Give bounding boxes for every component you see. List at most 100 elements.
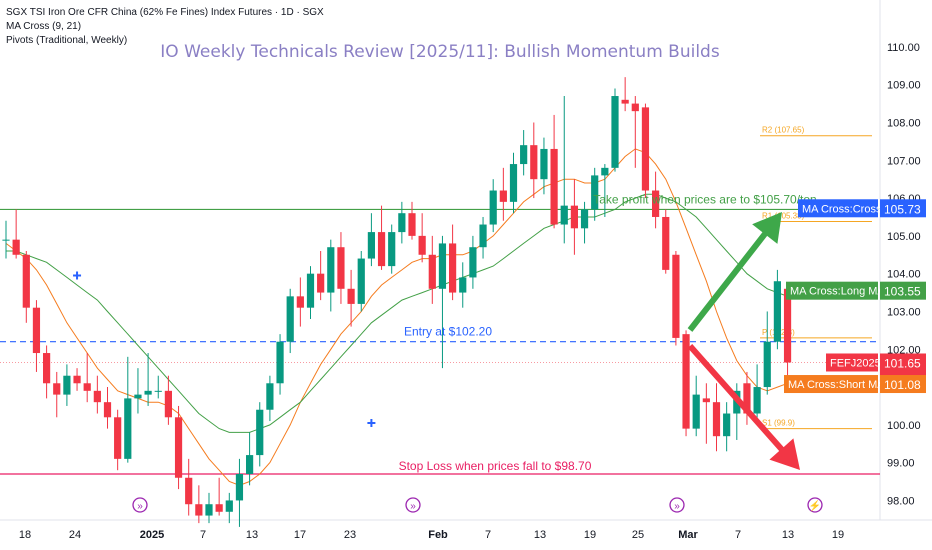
candle[interactable]: [12, 239, 20, 255]
candle[interactable]: [530, 145, 538, 180]
candle[interactable]: [611, 96, 619, 168]
candle[interactable]: [662, 216, 670, 270]
candle[interactable]: [479, 224, 487, 248]
event-marker-icon[interactable]: [132, 497, 148, 513]
candle[interactable]: [702, 398, 710, 403]
candle[interactable]: [723, 413, 731, 437]
candle[interactable]: [296, 296, 304, 308]
candle[interactable]: [266, 383, 274, 410]
candle[interactable]: [641, 107, 650, 191]
candle[interactable]: [53, 383, 61, 395]
candle[interactable]: [449, 243, 457, 293]
candle[interactable]: [367, 232, 375, 259]
candle[interactable]: [43, 353, 51, 384]
candle[interactable]: [520, 145, 528, 165]
candle[interactable]: [459, 277, 467, 293]
candle[interactable]: [621, 99, 629, 104]
last-price-tag-label-box: [826, 353, 878, 372]
candle[interactable]: [489, 190, 497, 225]
candle[interactable]: [601, 167, 609, 176]
candle[interactable]: [2, 239, 10, 241]
candle[interactable]: [215, 504, 223, 512]
x-tick-label: 19: [832, 529, 844, 541]
candle[interactable]: [672, 254, 680, 338]
pivot-label: R1 (105.38): [762, 212, 805, 221]
candle[interactable]: [154, 390, 162, 392]
candle[interactable]: [73, 375, 81, 384]
candle[interactable]: [124, 398, 132, 459]
candle[interactable]: [428, 254, 436, 289]
candle[interactable]: [347, 288, 355, 304]
candle[interactable]: [388, 232, 396, 267]
indicator-ma-cross[interactable]: MA Cross (9, 21): [6, 21, 82, 32]
x-tick-label: 25: [632, 529, 644, 541]
candle[interactable]: [682, 334, 690, 429]
candle[interactable]: [134, 394, 142, 399]
candle[interactable]: [185, 477, 193, 505]
candle[interactable]: [438, 243, 447, 289]
candle[interactable]: [256, 409, 264, 456]
candle[interactable]: [570, 205, 578, 229]
candle[interactable]: [469, 247, 477, 278]
candle[interactable]: [83, 383, 91, 391]
candle[interactable]: [103, 402, 112, 418]
candle[interactable]: [580, 209, 589, 229]
candle[interactable]: [144, 390, 152, 395]
candle[interactable]: [22, 254, 30, 308]
candle[interactable]: [550, 148, 558, 225]
symbol-line[interactable]: SGX TSI Iron Ore CFR China (62% Fe Fines…: [6, 7, 324, 18]
short-ma-price-tag-label-box: [784, 375, 878, 394]
price-axis-panel: [880, 0, 932, 550]
candle[interactable]: [164, 390, 172, 418]
event-marker-icon[interactable]: [669, 497, 685, 513]
candle[interactable]: [357, 258, 365, 304]
candle[interactable]: [783, 288, 792, 363]
candle[interactable]: [235, 473, 244, 501]
candle[interactable]: [692, 394, 700, 429]
x-tick-label: 13: [534, 529, 546, 541]
candle[interactable]: [418, 235, 426, 255]
candle[interactable]: [63, 375, 71, 395]
candle[interactable]: [327, 247, 335, 293]
candle[interactable]: [246, 455, 254, 474]
candle[interactable]: [499, 190, 507, 202]
candle[interactable]: [317, 273, 325, 293]
candle[interactable]: [631, 103, 639, 112]
y-tick-label: 103.00: [887, 306, 921, 318]
x-tick-label: 2025: [140, 529, 164, 541]
candle[interactable]: [377, 232, 386, 267]
event-marker-icon[interactable]: [807, 497, 823, 513]
candle[interactable]: [712, 402, 721, 437]
candle[interactable]: [174, 417, 183, 478]
candle[interactable]: [763, 341, 771, 388]
short-ma-price-tag-value: 101.08: [884, 378, 921, 392]
candle[interactable]: [114, 417, 122, 459]
candle[interactable]: [509, 164, 518, 202]
candle[interactable]: [652, 190, 660, 217]
candle[interactable]: [93, 390, 101, 403]
x-tick-label: 13: [246, 529, 258, 541]
candle[interactable]: [195, 504, 203, 516]
candle[interactable]: [560, 205, 568, 225]
candle[interactable]: [408, 213, 416, 236]
candle[interactable]: [205, 504, 213, 516]
candle[interactable]: [225, 500, 233, 512]
candle[interactable]: [306, 273, 315, 308]
candle[interactable]: [276, 341, 284, 384]
event-marker-icon[interactable]: [405, 497, 421, 513]
candle[interactable]: [398, 213, 406, 233]
candle[interactable]: [32, 307, 41, 354]
candle[interactable]: [286, 296, 294, 342]
event-marker-glyph: »: [137, 501, 143, 512]
event-marker-glyph: »: [410, 501, 416, 512]
candle[interactable]: [753, 387, 761, 414]
indicator-pivots[interactable]: Pivots (Traditional, Weekly): [6, 35, 128, 46]
candle[interactable]: [337, 247, 345, 289]
stop-loss-label: Stop Loss when prices fall to $98.70: [399, 459, 592, 473]
candle[interactable]: [591, 175, 599, 210]
candle[interactable]: [773, 281, 781, 342]
candle[interactable]: [540, 148, 548, 180]
candle[interactable]: [743, 383, 751, 414]
